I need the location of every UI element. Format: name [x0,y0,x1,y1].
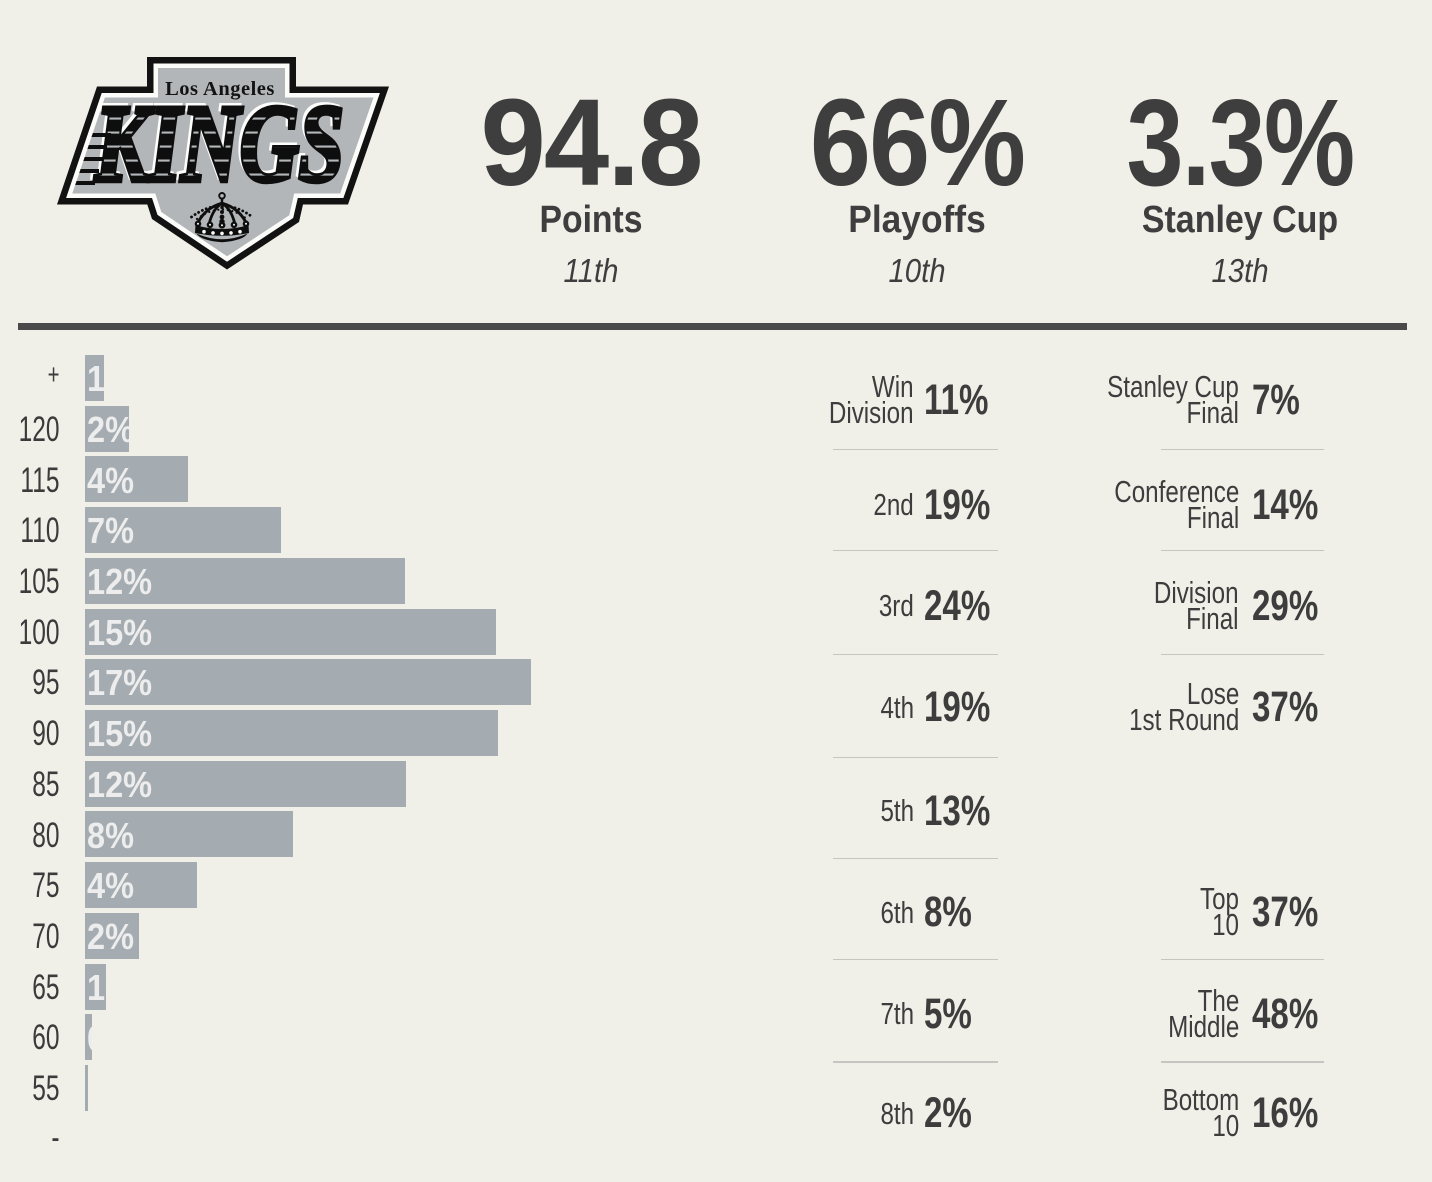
svg-text:KINGS: KINGS [94,83,344,205]
svg-text:Los Angeles: Los Angeles [165,78,275,100]
svg-text:KINGS: KINGS [92,80,342,202]
